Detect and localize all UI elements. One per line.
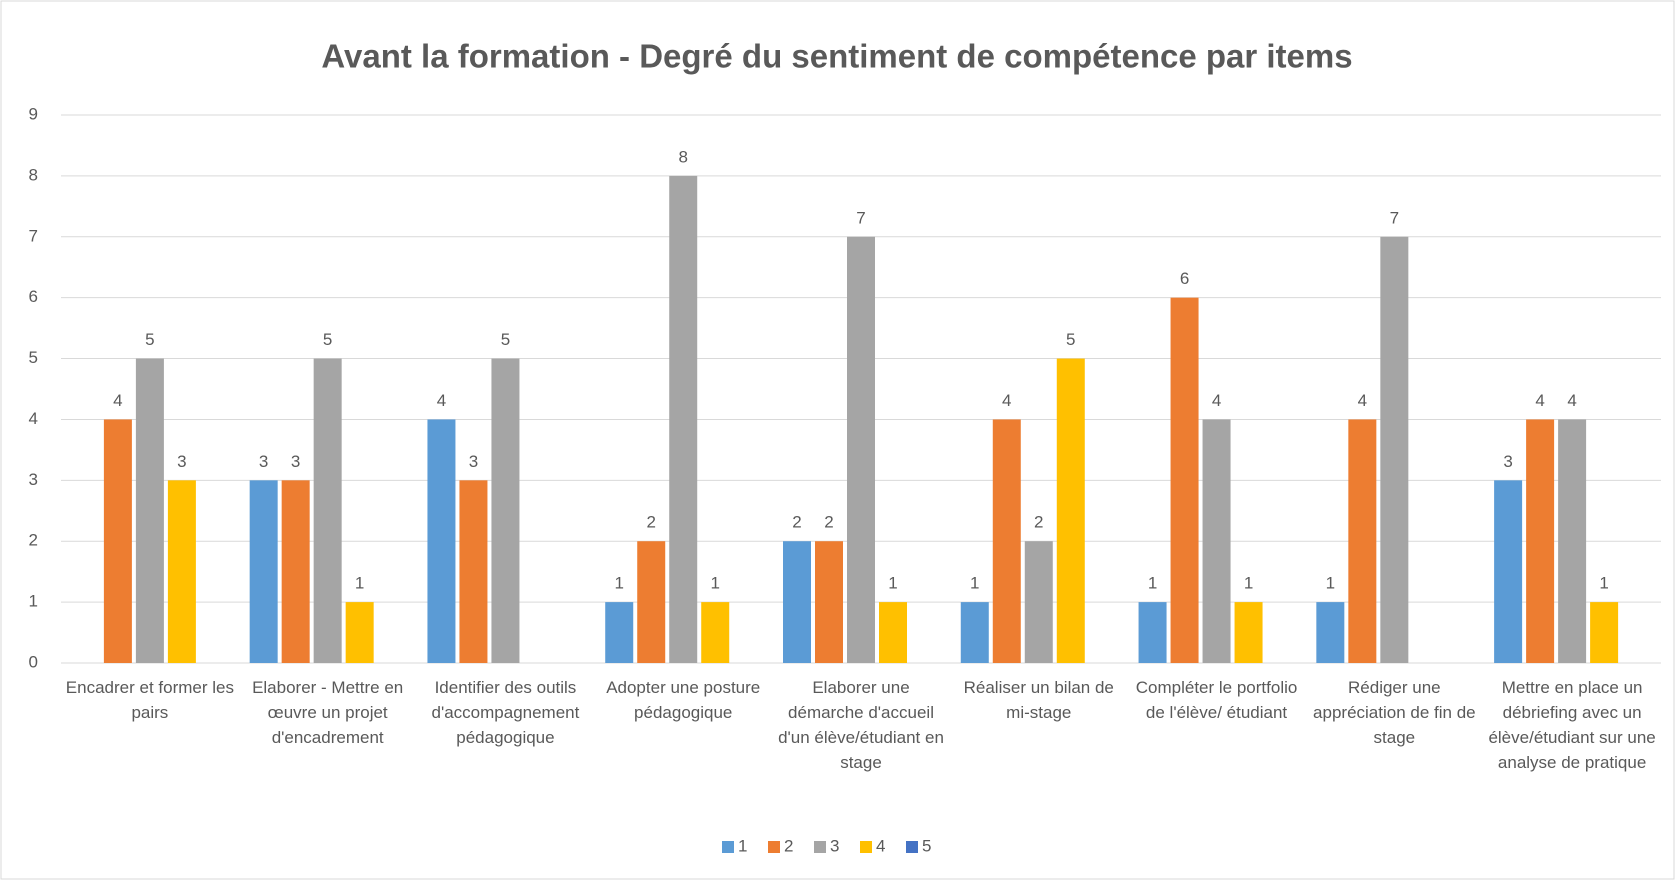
- bar: [1316, 602, 1345, 663]
- bar: [992, 419, 1021, 663]
- value-label: 4: [1358, 391, 1367, 410]
- y-tick-label: 9: [29, 104, 38, 123]
- value-label: 1: [1326, 574, 1335, 593]
- x-tick-label: Rédiger une appréciation de fin de stage: [1313, 678, 1476, 747]
- bar: [1380, 236, 1409, 663]
- y-tick-label: 4: [29, 409, 38, 428]
- value-label: 3: [469, 452, 478, 471]
- chart-title: Avant la formation - Degré du sentiment …: [321, 38, 1352, 75]
- bar: [1590, 602, 1619, 663]
- x-tick-label: Mettre en place un débriefing avec un él…: [1488, 678, 1656, 772]
- value-label: 2: [646, 513, 655, 532]
- bar: [313, 358, 342, 663]
- value-label: 4: [113, 391, 122, 410]
- x-tick-label: Identifier des outils d'accompagnement p…: [431, 678, 580, 747]
- legend-swatch: [860, 841, 872, 853]
- legend-swatch: [814, 841, 826, 853]
- bar: [815, 541, 843, 663]
- value-label: 6: [1180, 269, 1189, 288]
- bar: [249, 480, 278, 663]
- bar: [491, 358, 520, 663]
- value-label: 4: [1535, 391, 1544, 410]
- x-tick-label: Elaborer - Mettre en œuvre un projet d'e…: [252, 678, 404, 747]
- value-label: 4: [1002, 391, 1011, 410]
- x-tick-label: Compléter le portfolio de l'élève/ étudi…: [1135, 678, 1298, 722]
- value-label: 1: [888, 574, 897, 593]
- legend-label: 2: [784, 836, 793, 855]
- y-tick-label: 6: [29, 287, 38, 306]
- value-label: 4: [1212, 391, 1221, 410]
- bar: [345, 602, 374, 663]
- value-label: 4: [1567, 391, 1576, 410]
- x-tick-label: Encadrer et former les pairs: [65, 678, 234, 722]
- x-tick-label: Réaliser un bilan de mi-stage: [963, 678, 1114, 722]
- value-label: 1: [970, 574, 979, 593]
- value-label: 2: [1034, 513, 1043, 532]
- bar: [281, 480, 310, 663]
- y-tick-label: 3: [29, 470, 38, 489]
- bar: [459, 480, 488, 663]
- value-label: 1: [355, 574, 364, 593]
- value-label: 1: [1244, 574, 1253, 593]
- value-label: 8: [678, 147, 687, 166]
- bar: [1526, 419, 1555, 663]
- legend-swatch: [906, 841, 918, 853]
- value-label: 5: [323, 330, 332, 349]
- bar: [1024, 541, 1053, 663]
- bar: [783, 541, 811, 663]
- y-tick-label: 2: [29, 531, 38, 550]
- bar: [669, 175, 698, 663]
- value-label: 7: [856, 208, 865, 227]
- bar: [1170, 297, 1199, 663]
- bar: [1558, 419, 1587, 663]
- legend-label: 4: [876, 836, 885, 855]
- bar: [637, 541, 666, 663]
- bar: [103, 419, 132, 663]
- x-tick-label: Adopter une posture pédagogique: [606, 678, 761, 722]
- value-label: 5: [145, 330, 154, 349]
- value-label: 2: [824, 513, 833, 532]
- y-tick-label: 8: [29, 165, 38, 184]
- bar: [960, 602, 989, 663]
- legend-swatch: [768, 841, 780, 853]
- y-tick-label: 0: [29, 652, 38, 671]
- value-label: 5: [501, 330, 510, 349]
- value-label: 3: [259, 452, 268, 471]
- bar: [879, 602, 907, 663]
- bar: [167, 480, 196, 663]
- value-label: 1: [1148, 574, 1157, 593]
- bar: [1202, 419, 1231, 663]
- value-label: 3: [291, 452, 300, 471]
- legend-label: 5: [922, 836, 931, 855]
- value-label: 4: [437, 391, 446, 410]
- value-label: 7: [1390, 208, 1399, 227]
- bar: [1348, 419, 1377, 663]
- value-label: 3: [177, 452, 186, 471]
- value-label: 1: [1599, 574, 1608, 593]
- y-tick-label: 5: [29, 348, 38, 367]
- value-label: 1: [710, 574, 719, 593]
- legend-swatch: [722, 841, 734, 853]
- x-tick-label: Elaborer une démarche d'accueil d'un élè…: [778, 678, 944, 772]
- legend-label: 1: [738, 836, 747, 855]
- bar: [701, 602, 730, 663]
- bar: [605, 602, 634, 663]
- value-label: 1: [614, 574, 623, 593]
- bar: [1138, 602, 1167, 663]
- legend-label: 3: [830, 836, 839, 855]
- bar: [847, 236, 875, 663]
- bar: [135, 358, 164, 663]
- y-tick-label: 7: [29, 226, 38, 245]
- bar: [1056, 358, 1085, 663]
- bar: [1234, 602, 1263, 663]
- value-label: 5: [1066, 330, 1075, 349]
- bar: [1494, 480, 1523, 663]
- value-label: 3: [1503, 452, 1512, 471]
- value-label: 2: [792, 513, 801, 532]
- bar: [427, 419, 456, 663]
- y-tick-label: 1: [29, 592, 38, 611]
